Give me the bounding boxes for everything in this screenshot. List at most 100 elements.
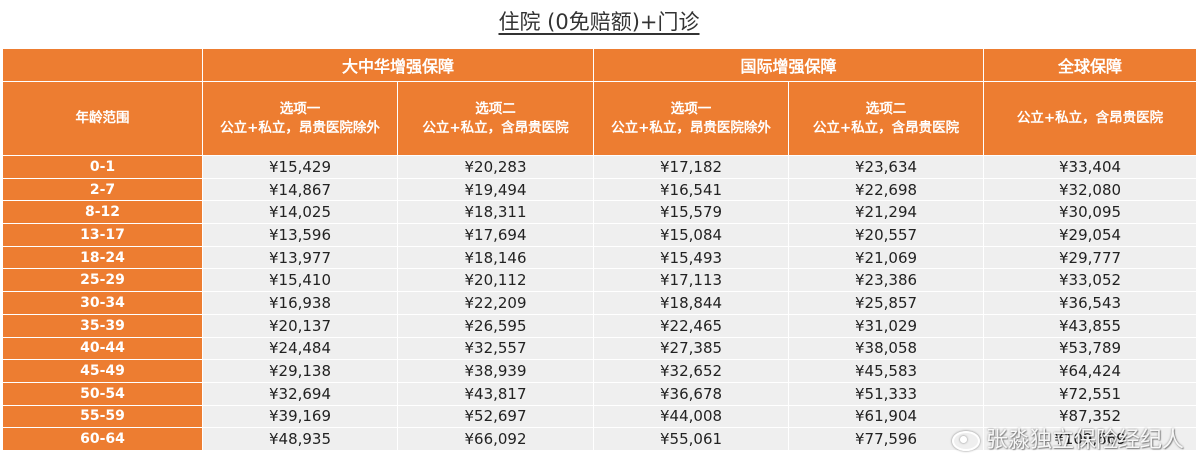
watermark-text: 张淼独立保险经纪人: [985, 428, 1184, 453]
option-header-desc: 公立+私立，含昂贵医院: [1016, 110, 1164, 126]
table-row: 40-44 ¥24,484 ¥32,557 ¥27,385 ¥38,058 ¥53,789: [2, 336, 1198, 361]
table-row: 18-24 ¥13,977 ¥18,146 ¥15,493 ¥21,069 ¥29,777: [2, 245, 1198, 270]
age-range-cell: 13-17: [2, 223, 203, 247]
premium-cell: ¥29,054: [983, 223, 1198, 247]
option-header-desc: 公立+私立，昂贵医院除外: [611, 119, 771, 136]
premium-cell: ¥38,058: [788, 336, 985, 361]
age-range-cell: 25-29: [2, 268, 203, 293]
premium-cell: ¥22,465: [593, 313, 790, 338]
premium-cell: ¥13,596: [202, 223, 398, 247]
premium-cell: ¥32,557: [396, 336, 595, 361]
age-range-cell: 55-59: [2, 404, 203, 429]
table-row: 25-29 ¥15,410 ¥20,112 ¥17,113 ¥23,386 ¥33,052: [2, 268, 1198, 293]
age-range-cell: 18-24: [2, 245, 203, 270]
age-range-cell: 45-49: [2, 359, 203, 383]
premium-cell: ¥20,283: [396, 155, 595, 179]
premium-cell: ¥14,867: [202, 177, 398, 202]
option-header-desc: 公立+私立，含昂贵医院: [422, 119, 569, 136]
premium-cell: ¥20,112: [396, 268, 595, 293]
option-header: 选项一 公立+私立，昂贵医院除外: [202, 81, 398, 156]
premium-cell: ¥52,697: [396, 404, 595, 429]
age-range-cell: 60-64: [2, 427, 203, 451]
table-row: 0-1 ¥15,429 ¥20,283 ¥17,182 ¥23,634 ¥33,404: [2, 155, 1198, 179]
premium-cell: ¥15,579: [593, 200, 790, 225]
premium-cell: ¥13,977: [202, 245, 398, 270]
premium-cell: ¥36,678: [593, 381, 790, 406]
premium-cell: ¥36,543: [983, 291, 1198, 315]
page-title: 住院 (0免赔额)+门诊: [498, 10, 700, 34]
premium-cell: ¥43,817: [396, 381, 595, 406]
premium-cell: ¥15,429: [202, 155, 398, 179]
premium-cell: ¥64,424: [983, 359, 1198, 383]
premium-cell: ¥23,386: [788, 268, 985, 293]
table-row: 50-54 ¥32,694 ¥43,817 ¥36,678 ¥51,333 ¥72,551: [2, 381, 1198, 406]
option-header-desc: 公立+私立，昂贵医院除外: [220, 119, 380, 136]
premium-cell: ¥51,333: [788, 381, 985, 406]
age-range-cell: 50-54: [2, 381, 203, 406]
premium-cell: ¥45,583: [788, 359, 985, 383]
option-header: 公立+私立，含昂贵医院: [983, 81, 1198, 156]
premium-cell: ¥32,080: [983, 177, 1198, 202]
premium-cell: ¥87,352: [983, 404, 1198, 429]
premium-cell: ¥16,938: [202, 291, 398, 315]
option-header-name: 选项二: [475, 100, 516, 117]
table-row: 35-39 ¥20,137 ¥26,595 ¥22,465 ¥31,029 ¥43,855: [2, 313, 1198, 338]
premium-cell: ¥14,025: [202, 200, 398, 225]
premium-cell: ¥25,857: [788, 291, 985, 315]
premium-cell: ¥22,698: [788, 177, 985, 202]
premium-cell: ¥109,669: [983, 427, 1198, 451]
age-range-cell: 30-34: [2, 291, 203, 315]
option-header: 选项一 公立+私立，昂贵医院除外: [593, 81, 790, 156]
premium-cell: ¥38,939: [396, 359, 595, 383]
age-range-cell: 2-7: [2, 177, 203, 202]
age-range-cell: 35-39: [2, 313, 203, 338]
premium-cell: ¥48,935: [202, 427, 398, 451]
option-header-name: 选项一: [670, 100, 712, 117]
table-row: 8-12 ¥14,025 ¥18,311 ¥15,579 ¥21,294 ¥30,095: [2, 200, 1198, 225]
premium-cell: ¥18,146: [396, 245, 595, 270]
premium-cell: ¥20,557: [788, 223, 985, 247]
table-row: 30-34 ¥16,938 ¥22,209 ¥18,844 ¥25,857 ¥36,543: [2, 291, 1198, 315]
age-range-cell: 8-12: [2, 200, 203, 225]
premium-cell: ¥16,541: [593, 177, 790, 202]
premium-cell: ¥39,169: [202, 404, 398, 429]
premium-cell: ¥26,595: [396, 313, 595, 338]
watermark: 张淼独立保险经纪人: [950, 422, 1184, 454]
table-row: 45-49 ¥29,138 ¥38,939 ¥32,652 ¥45,583 ¥64,424: [2, 359, 1198, 383]
premium-cell: ¥15,493: [593, 245, 790, 270]
premium-cell: ¥66,092: [396, 427, 595, 451]
premium-cell: ¥61,904: [788, 404, 985, 429]
premium-cell: ¥72,551: [983, 381, 1198, 406]
premium-cell: ¥17,694: [396, 223, 595, 247]
premium-cell: ¥18,844: [593, 291, 790, 315]
premium-cell: ¥21,294: [788, 200, 985, 225]
premium-cell: ¥21,069: [788, 245, 985, 270]
option-header-desc: 公立+私立，含昂贵医院: [812, 119, 960, 136]
premium-cell: ¥27,385: [593, 336, 790, 361]
premium-table: 大中华增强保障 国际增强保障 全球保障 年龄范围 选项一 公立+私立，昂贵医院除…: [2, 48, 1198, 451]
premium-cell: ¥43,855: [983, 313, 1198, 338]
premium-cell: ¥33,404: [983, 155, 1198, 179]
premium-cell: ¥15,410: [202, 268, 398, 293]
premium-cell: ¥77,596: [788, 427, 985, 451]
premium-cell: ¥33,052: [983, 268, 1198, 293]
table-row: 2-7 ¥14,867 ¥19,494 ¥16,541 ¥22,698 ¥32,080: [2, 177, 1198, 202]
premium-cell: ¥24,484: [202, 336, 398, 361]
weibo-icon: [950, 427, 980, 451]
table-row: 55-59 ¥39,169 ¥52,697 ¥44,008 ¥61,904 ¥87,352: [2, 404, 1198, 429]
group-header-greater-china: 大中华增强保障: [201, 48, 595, 82]
header-corner: [2, 48, 203, 82]
premium-cell: ¥17,182: [593, 155, 790, 179]
premium-cell: ¥23,634: [788, 155, 985, 179]
table-row: 13-17 ¥13,596 ¥17,694 ¥15,084 ¥20,557 ¥29,054: [2, 223, 1198, 247]
premium-cell: ¥22,209: [396, 291, 595, 315]
premium-cell: ¥55,061: [593, 427, 790, 451]
group-header-worldwide: 全球保障: [983, 48, 1198, 82]
premium-cell: ¥32,652: [593, 359, 790, 383]
premium-cell: ¥31,029: [788, 313, 985, 338]
option-header: 选项二 公立+私立，含昂贵医院: [396, 81, 595, 156]
option-header-name: 选项一: [279, 100, 321, 117]
option-header-name: 选项二: [865, 100, 907, 117]
premium-cell: ¥32,694: [202, 381, 398, 406]
premium-cell: ¥15,084: [593, 223, 790, 247]
